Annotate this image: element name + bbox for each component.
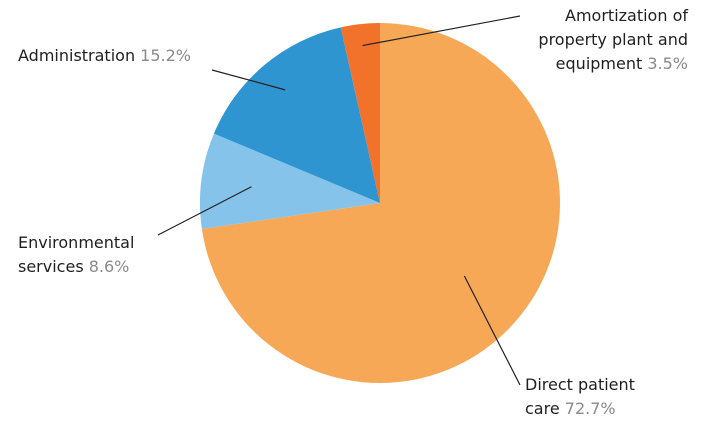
slice-label-text: services <box>18 257 89 276</box>
slice-value-label: 3.5% <box>647 54 688 73</box>
pie-slice-environmental-services <box>200 133 380 229</box>
slice-label-text: Administration <box>18 46 140 65</box>
leader-line-environmental-services <box>157 186 252 236</box>
slice-value-label: 72.7% <box>565 399 616 418</box>
slice-value-label: 8.6% <box>89 257 130 276</box>
pie-slice-amortization-of-property-plant-and-equipment <box>340 23 380 203</box>
pie-slices <box>200 23 561 384</box>
slice-label-amortization-of-property-plant-and-equipment: Amortization of property plant and equipme… <box>538 6 688 73</box>
slice-label-text: Amortization of <box>565 6 688 25</box>
pie-slice-administration <box>213 27 380 203</box>
leader-lines <box>157 15 521 386</box>
slice-labels: Direct patient care 72.7% Environmental ser… <box>18 6 688 418</box>
slice-value-label: 15.2% <box>140 46 191 65</box>
slice-label-text: Direct patient <box>525 375 635 394</box>
slice-label-environmental-services: Environmental services 8.6% <box>18 233 134 276</box>
slice-label-text: Environmental <box>18 233 134 252</box>
leader-line-direct-patient-care <box>463 275 521 386</box>
slice-label-direct-patient-care: Direct patient care 72.7% <box>525 375 635 418</box>
slice-label-text: care <box>525 399 565 418</box>
leader-line-amortization-of-property-plant-and-equipment <box>362 15 521 47</box>
slice-label-text: property plant and <box>538 30 688 49</box>
pie-slice-direct-patient-care <box>201 23 561 384</box>
slice-label-administration: Administration 15.2% <box>18 46 191 65</box>
leader-line-administration <box>211 69 286 91</box>
slice-label-text: equipment <box>556 54 648 73</box>
